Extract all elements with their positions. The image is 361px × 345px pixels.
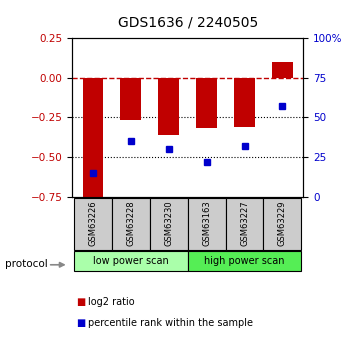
Bar <box>74 198 112 250</box>
Bar <box>196 78 217 128</box>
Text: log2 ratio: log2 ratio <box>88 297 135 307</box>
Text: ■: ■ <box>76 318 85 327</box>
Bar <box>234 78 255 127</box>
Bar <box>112 198 150 250</box>
Bar <box>150 198 188 250</box>
Text: ■: ■ <box>76 297 85 307</box>
Text: GSM63230: GSM63230 <box>164 200 173 246</box>
Text: percentile rank within the sample: percentile rank within the sample <box>88 318 253 327</box>
Text: GSM63227: GSM63227 <box>240 200 249 246</box>
Text: high power scan: high power scan <box>204 256 285 266</box>
Text: protocol: protocol <box>5 259 48 269</box>
Bar <box>74 251 188 271</box>
Bar <box>264 198 301 250</box>
Bar <box>226 198 264 250</box>
Text: GSM63228: GSM63228 <box>126 200 135 246</box>
Bar <box>188 198 226 250</box>
Bar <box>272 62 293 78</box>
Bar <box>158 78 179 135</box>
Text: GSM63229: GSM63229 <box>278 200 287 246</box>
Bar <box>83 78 104 201</box>
Text: GSM63163: GSM63163 <box>202 200 211 246</box>
Text: low power scan: low power scan <box>93 256 169 266</box>
Bar <box>121 78 141 120</box>
Bar <box>188 251 301 271</box>
Text: GSM63226: GSM63226 <box>88 200 97 246</box>
Text: GDS1636 / 2240505: GDS1636 / 2240505 <box>118 16 258 30</box>
